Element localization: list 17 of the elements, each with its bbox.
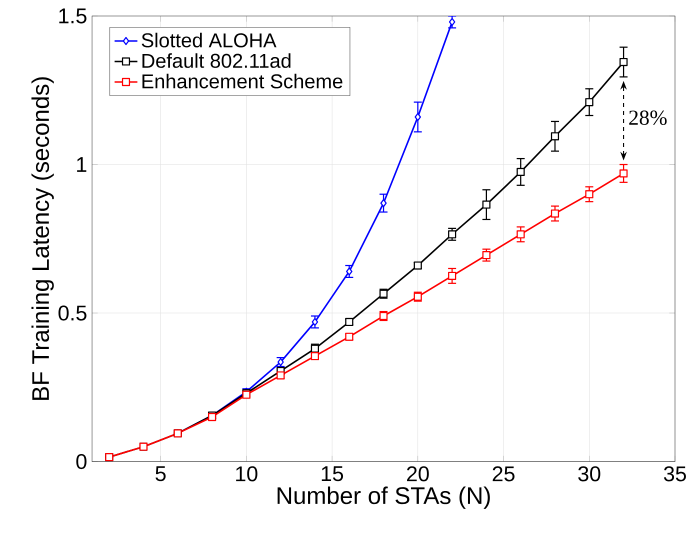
y-axis-title: BF Training Latency (seconds) (31, 77, 54, 400)
x-tick-label: 5 (156, 466, 166, 482)
legend-label: Slotted ALOHA (142, 32, 276, 48)
x-tick-label: 25 (492, 466, 515, 482)
y-tick-label: 1 (77, 157, 86, 172)
x-tick-label: 10 (236, 466, 258, 482)
annotation: 28% (629, 110, 667, 126)
x-axis-title: Number of STAs (N) (278, 486, 490, 510)
y-tick-label: 1.5 (59, 8, 86, 24)
legend-label: Default 802.11ad (142, 53, 290, 68)
legend-label: Enhancement Scheme (142, 74, 342, 89)
x-tick-label: 20 (407, 466, 429, 482)
y-tick-label: 0.5 (58, 306, 86, 321)
x-tick-label: 35 (664, 466, 686, 482)
y-tick-label: 0 (76, 454, 86, 470)
x-tick-label: 15 (322, 466, 344, 482)
x-tick-label: 30 (578, 466, 600, 482)
